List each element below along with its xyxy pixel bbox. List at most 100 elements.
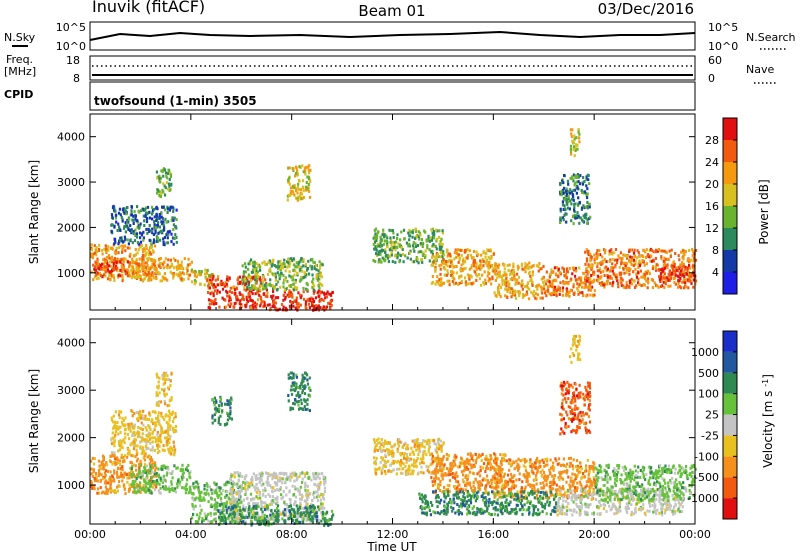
power-cell [255,269,258,273]
power-cell [162,182,165,186]
power-cell [637,251,640,255]
power-cell [499,286,503,289]
power-cell [375,239,378,243]
power-cell [180,277,183,281]
power-cell [507,268,510,272]
velocity-cell [113,444,116,448]
power-cell [424,256,427,259]
velocity-cell [306,498,309,502]
velocity-cell [314,471,317,475]
velocity-cell [267,508,270,512]
power-cell [264,287,267,290]
power-cell [125,212,128,216]
power-cell [113,237,116,241]
velocity-cell [92,470,95,474]
velocity-cell [152,466,155,470]
power-cell [457,260,460,264]
power-cell [582,293,585,297]
power-cell [577,136,580,140]
velocity-cell [246,481,250,485]
power-cell [322,305,325,309]
velocity-cell [279,485,282,489]
power-cell [461,269,464,273]
velocity-cell [157,411,160,415]
power-cell [146,257,149,261]
velocity-cell [258,476,261,480]
power-cell [164,171,168,175]
power-cell [446,264,449,268]
power-cell [634,259,637,263]
velocity-cell [102,467,106,471]
power-cell [162,223,165,227]
power-cell [611,252,614,256]
power-cell [665,276,668,280]
power-cell [307,259,310,263]
power-cell [302,275,305,279]
power-cell [293,184,296,188]
power-cell [653,281,656,285]
power-cell [117,242,120,246]
power-cell [133,210,136,214]
velocity-cell [165,440,168,444]
power-cell [439,240,442,244]
velocity-cell [307,515,310,519]
velocity-cell [146,474,149,478]
nave-right-tick-top: 60 [708,54,722,67]
velocity-cell [159,424,162,428]
power-cell [167,232,170,236]
power-cell [619,276,622,280]
power-cell [633,248,636,252]
power-cell [273,286,276,290]
power-cell [263,260,266,264]
velocity-cell [148,491,151,495]
velocity-cell [132,439,135,443]
power-cell [453,265,456,269]
velocity-cell [123,471,126,475]
power-cell [573,154,576,158]
power-cell [297,178,300,182]
power-cell [558,270,561,274]
velocity-cell [157,467,160,471]
velocity-cell [236,520,239,524]
power-cell [109,246,112,250]
velocity-cell [120,440,123,443]
power-cell [527,281,530,285]
power-cell [493,271,496,275]
power-cell [579,174,582,178]
power-cell [309,264,312,268]
power-cell [110,265,113,269]
velocity-cell [259,474,263,477]
power-cell [216,283,220,287]
velocity-cell [128,449,131,453]
power-cell [643,283,646,287]
velocity-cell [149,428,152,432]
velocity-cell [156,437,159,441]
velocity-cell [137,433,140,437]
power-cell [640,275,643,279]
power-cell [384,239,387,243]
velocity-cell [100,463,103,467]
power-cell [112,273,115,277]
power-cell [399,254,403,257]
velocity-cell [118,410,121,414]
velocity-cell [96,479,99,483]
power-cell [310,265,313,269]
power-cell [126,206,129,209]
velocity-cell [140,472,143,476]
power-cell [578,282,581,286]
power-cell [517,275,521,279]
power-cell [218,305,221,309]
power-cell [292,184,295,188]
power-cell [654,256,657,260]
velocity-cell [133,412,136,415]
power-cell [145,244,148,247]
power-cell [455,255,458,259]
power-cell [274,275,277,279]
power-cell [550,291,554,295]
power-cell [313,267,316,270]
velocity-cell [150,467,153,471]
power-cell [307,165,310,169]
velocity-cell [96,491,99,495]
velocity-cell [154,410,157,414]
velocity-cell [253,497,256,501]
